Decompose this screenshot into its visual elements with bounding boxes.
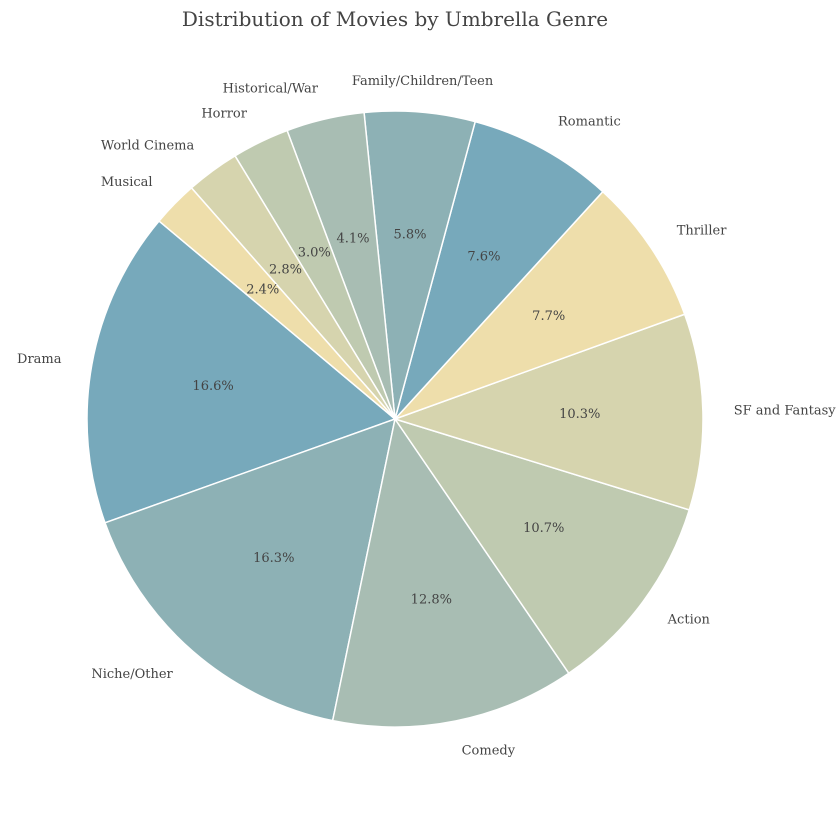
pie-slice-action: [393, 417, 691, 675]
pct-label-horror: 3.0%: [298, 245, 331, 260]
pct-label-world-cinema: 2.8%: [269, 263, 302, 278]
slice-label-thriller: Thriller: [677, 223, 727, 238]
chart-title: Distribution of Movies by Umbrella Genre: [182, 7, 608, 31]
pie-slice-niche-other: [104, 417, 397, 722]
slice-label-drama: Drama: [17, 352, 62, 367]
slice-label-musical: Musical: [101, 175, 153, 190]
pie-slice-drama: [86, 219, 397, 524]
slice-label-comedy: Comedy: [462, 744, 516, 759]
pct-label-sf-and-fantasy: 10.3%: [559, 407, 600, 422]
pct-label-romantic: 7.6%: [467, 249, 500, 264]
pie-slice-comedy: [331, 417, 570, 728]
pct-label-action: 10.7%: [523, 521, 564, 536]
slice-label-world-cinema: World Cinema: [101, 139, 195, 154]
pct-label-drama: 16.6%: [192, 379, 233, 394]
percent-labels: 16.6% 16.3% 12.8% 10.7% 10.3% 7.7% 7.6% 5.8% 4.1…: [192, 227, 600, 607]
pie-slice-romantic: [394, 120, 604, 420]
slice-label-sf-and-fantasy: SF and Fantasy: [734, 403, 837, 418]
slice-labels: Drama Niche/Other Comedy Action SF and Fanta…: [17, 74, 836, 759]
pct-label-family-children-teen: 5.8%: [394, 227, 427, 242]
pct-label-niche-other: 16.3%: [253, 551, 294, 566]
pie-slice-thriller: [394, 190, 686, 420]
pct-label-historical-war: 4.1%: [336, 232, 369, 247]
slice-label-family-children-teen: Family/Children/Teen: [352, 74, 494, 89]
pct-label-comedy: 12.8%: [411, 593, 452, 608]
slice-label-niche-other: Niche/Other: [91, 667, 173, 682]
pie-slice-musical: [158, 186, 396, 420]
pie-slices: [86, 110, 704, 728]
pie-slice-sf-and-fantasy: [392, 313, 704, 511]
slice-label-romantic: Romantic: [558, 114, 621, 129]
slice-label-historical-war: Historical/War: [223, 82, 319, 97]
slice-label-horror: Horror: [201, 107, 247, 122]
pct-label-musical: 2.4%: [246, 282, 279, 297]
pct-label-thriller: 7.7%: [532, 309, 565, 324]
slice-label-action: Action: [667, 613, 711, 628]
